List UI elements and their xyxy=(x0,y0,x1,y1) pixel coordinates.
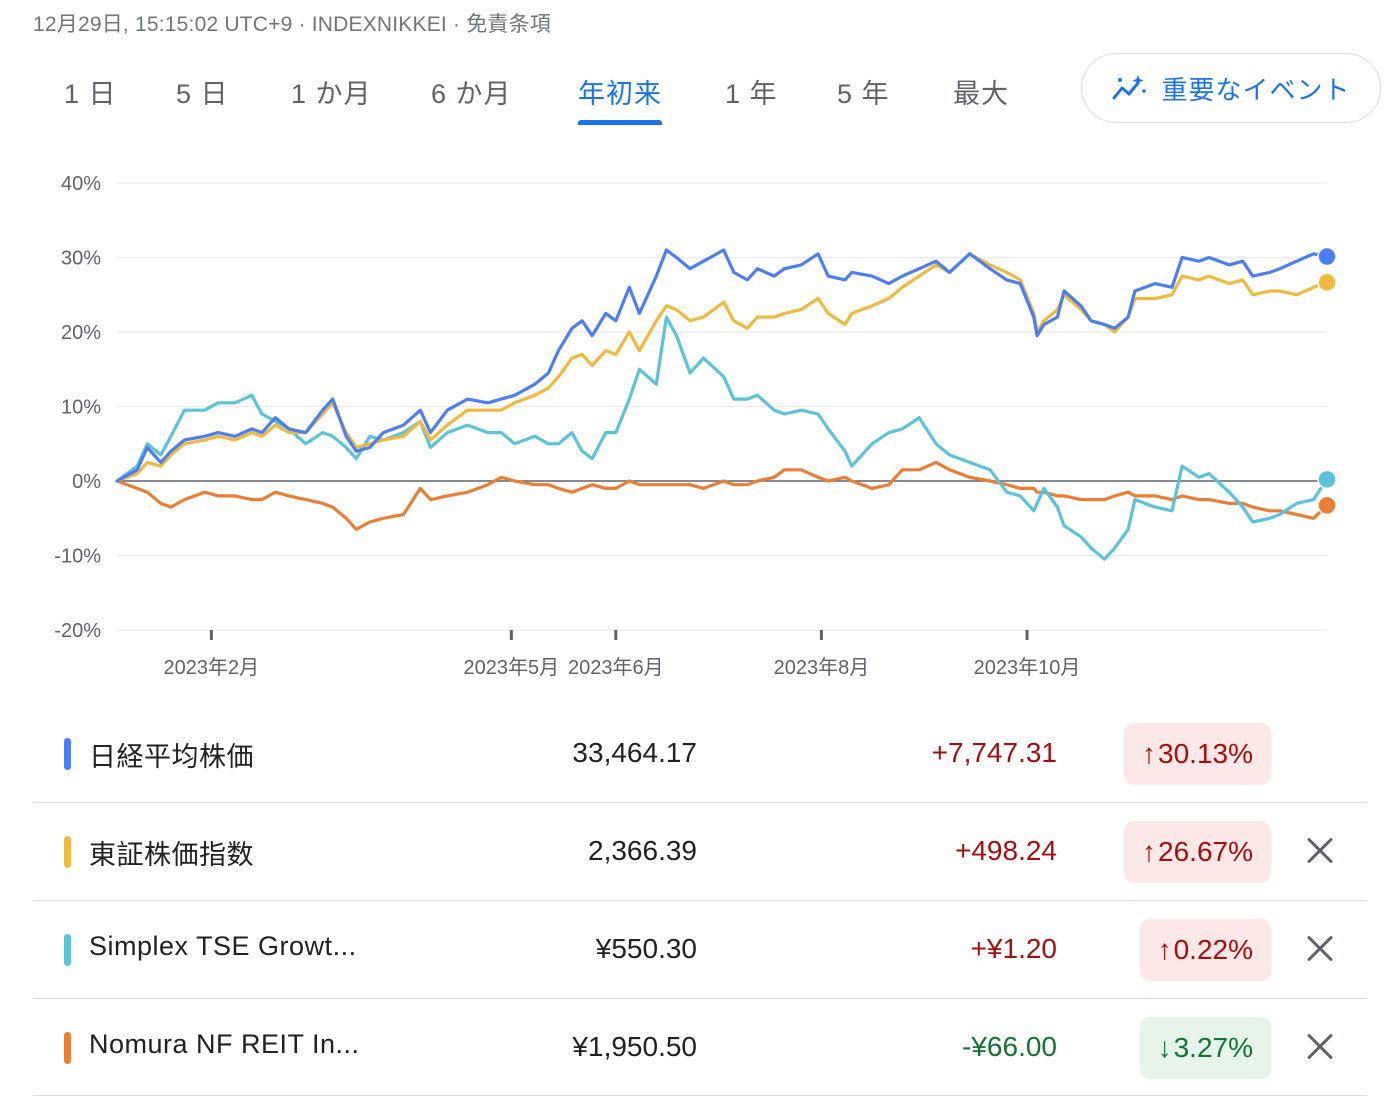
series-line xyxy=(115,460,1329,531)
percent-change-badge: ↑ 0.22% xyxy=(1139,919,1271,981)
quote-meta: 12月29日, 15:15:02 UTC+9 · INDEXNIKKEI · 免… xyxy=(33,13,552,36)
tab-label: 6 か月 xyxy=(431,79,512,109)
x-tick-label: 2023年6月 xyxy=(568,656,664,679)
security-price: 33,464.17 xyxy=(572,737,697,768)
tab-label: 1 日 xyxy=(64,79,117,109)
y-tick-label: 20% xyxy=(61,322,101,344)
tab-label: 最大 xyxy=(953,79,1009,109)
security-name: Simplex TSE Growt... xyxy=(89,931,357,961)
percent-change-badge: ↓ 3.27% xyxy=(1139,1017,1271,1079)
security-name: 日経平均株価 xyxy=(89,742,254,772)
series-end-dot xyxy=(1317,246,1337,267)
y-axis-labels: 40% 30% 20% 10% 0% -10% -20% xyxy=(54,173,101,642)
tab-label: 5 日 xyxy=(176,79,229,109)
key-events-button[interactable]: 重要なイベント xyxy=(1081,53,1381,123)
y-tick-label: -10% xyxy=(54,546,101,568)
security-name: 東証株価指数 xyxy=(89,840,254,870)
tab-1d[interactable]: 1 日 xyxy=(64,72,117,111)
percent-change: 3.27% xyxy=(1173,1032,1253,1063)
tab-6m[interactable]: 6 か月 xyxy=(431,72,512,111)
arrow-up-icon: ↑ xyxy=(1142,738,1157,769)
series-color-swatch xyxy=(64,1032,71,1064)
series-end-markers xyxy=(1317,246,1337,516)
security-name: Nomura NF REIT In... xyxy=(89,1029,360,1059)
series-end-dot xyxy=(1317,495,1337,516)
tab-label: 5 年 xyxy=(837,79,890,109)
percent-change: 30.13% xyxy=(1158,738,1253,769)
percent-change: 0.22% xyxy=(1173,934,1253,965)
remove-comparison-close-icon[interactable] xyxy=(1300,1027,1340,1067)
price-change: -¥66.00 xyxy=(962,1031,1057,1062)
tab-1y[interactable]: 1 年 xyxy=(725,72,778,111)
y-tick-label: 10% xyxy=(61,397,101,419)
arrow-down-icon: ↓ xyxy=(1157,1032,1172,1063)
arrow-up-icon: ↑ xyxy=(1142,836,1157,867)
comparison-row-topix[interactable]: 東証株価指数 2,366.39 +498.24 ↑ 26.67% xyxy=(33,803,1367,901)
x-tick-label: 2023年2月 xyxy=(164,656,260,679)
y-tick-label: 40% xyxy=(61,173,101,195)
y-tick-label: 0% xyxy=(72,471,101,493)
remove-comparison-close-icon[interactable] xyxy=(1300,929,1340,969)
price-change: +7,747.31 xyxy=(931,737,1057,768)
y-tick-label: -20% xyxy=(54,620,101,642)
series-lines xyxy=(115,248,1329,561)
security-price: 2,366.39 xyxy=(588,835,697,866)
percent-change-badge: ↑ 30.13% xyxy=(1124,723,1271,785)
remove-comparison-close-icon[interactable] xyxy=(1300,831,1340,871)
tab-ytd[interactable]: 年初来 xyxy=(578,72,662,125)
tab-max[interactable]: 最大 xyxy=(953,72,1009,111)
security-price: ¥550.30 xyxy=(595,933,697,964)
comparison-list: 日経平均株価 33,464.17 +7,747.31 ↑ 30.13% 東証株価指… xyxy=(33,705,1367,1096)
x-tick-label: 2023年5月 xyxy=(464,656,560,679)
tab-label: 年初来 xyxy=(578,79,662,109)
security-price: ¥1,950.50 xyxy=(572,1031,697,1062)
x-tick-label: 2023年8月 xyxy=(774,656,870,679)
series-end-dot xyxy=(1317,272,1337,293)
tab-5d[interactable]: 5 日 xyxy=(176,72,229,111)
comparison-row-simplex[interactable]: Simplex TSE Growt... ¥550.30 +¥1.20 ↑ 0.2… xyxy=(33,901,1367,999)
comparison-chart[interactable]: 40%30%20%10%0%-10%-20% 2023年2月 2023年5月 202… xyxy=(0,140,1398,700)
tab-5y[interactable]: 5 年 xyxy=(837,72,890,111)
comparison-row-nikkei[interactable]: 日経平均株価 33,464.17 +7,747.31 ↑ 30.13% xyxy=(33,705,1367,803)
percent-change: 26.67% xyxy=(1158,836,1253,867)
y-tick-label: 30% xyxy=(61,248,101,270)
percent-change-badge: ↑ 26.67% xyxy=(1124,821,1271,883)
series-end-dot xyxy=(1317,469,1337,490)
series-line xyxy=(115,248,1329,483)
tab-1m[interactable]: 1 か月 xyxy=(291,72,372,111)
arrow-up-icon: ↑ xyxy=(1157,934,1172,965)
price-change: +498.24 xyxy=(955,835,1057,866)
series-line xyxy=(115,315,1329,561)
x-axis: 2023年2月 2023年5月 2023年6月 2023年8月 2023年10月 xyxy=(164,630,1081,679)
tab-label: 1 年 xyxy=(725,79,778,109)
sparkle-trend-icon xyxy=(1111,74,1147,102)
active-tab-indicator xyxy=(578,120,662,125)
price-change: +¥1.20 xyxy=(970,933,1057,964)
key-events-label: 重要なイベント xyxy=(1161,74,1351,105)
series-color-swatch xyxy=(64,934,71,966)
tab-label: 1 か月 xyxy=(291,79,372,109)
comparison-row-nomura[interactable]: Nomura NF REIT In... ¥1,950.50 -¥66.00 ↓… xyxy=(33,999,1367,1096)
series-color-swatch xyxy=(64,836,71,868)
series-color-swatch xyxy=(64,738,71,770)
x-tick-label: 2023年10月 xyxy=(974,656,1081,679)
